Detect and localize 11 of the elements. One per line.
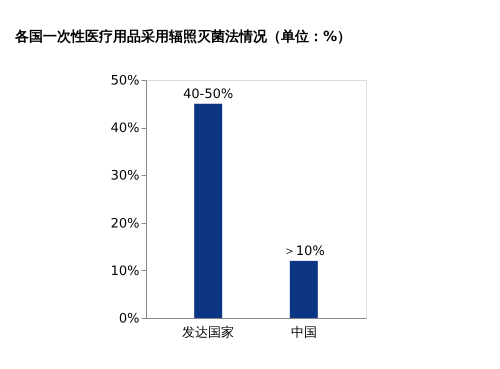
y-tick-label: 50% — [110, 74, 140, 88]
x-tick-label: 中国 — [290, 326, 317, 340]
x-tick-label: 发达国家 — [182, 324, 234, 340]
y-tick-label: 10% — [110, 264, 140, 279]
y-tick-label: 30% — [110, 168, 140, 184]
y-tick-label: 0% — [118, 312, 140, 326]
annotation: 40-50% — [183, 86, 234, 102]
chart-title: 各国一次性医疗用品采用辐照灭菌法情况（单位：%） — [14, 28, 352, 45]
y-tick-label: 40% — [110, 121, 140, 136]
y-tick-label: 20% — [110, 216, 140, 232]
annotation: ＞10% — [282, 244, 325, 259]
